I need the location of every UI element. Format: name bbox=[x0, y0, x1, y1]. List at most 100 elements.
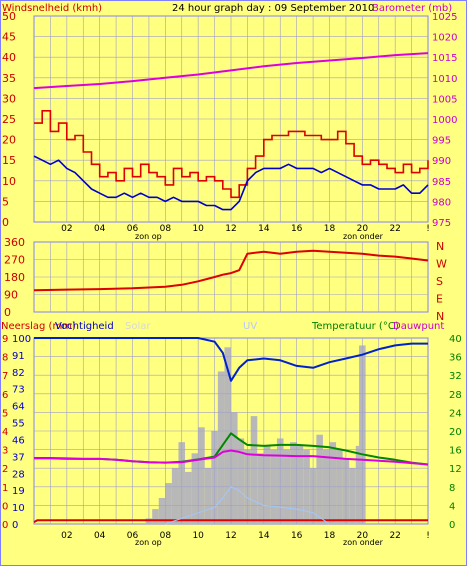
sunrise-label-2: zon op bbox=[135, 538, 162, 547]
panel-direction-grid bbox=[34, 242, 428, 312]
solar-axis-label: Solar bbox=[125, 321, 151, 332]
humidity-tick-label: 82 bbox=[12, 368, 25, 379]
x-tick-label: 20 bbox=[357, 224, 369, 234]
x-tick-label: 10 bbox=[192, 224, 204, 234]
compass-label: N bbox=[436, 240, 444, 253]
dewpoint-line bbox=[34, 449, 429, 466]
y-tick-label: 6 bbox=[2, 390, 8, 401]
humidity-tick-label: 0 bbox=[12, 520, 18, 531]
humidity-y-tick-labels: 0 10 19 28 37 46 55 64 73 82 91 100 bbox=[12, 334, 31, 531]
x-tick-label: ! bbox=[426, 224, 430, 234]
y-tick-label: 8 bbox=[2, 353, 8, 364]
sunrise-label: zon op bbox=[135, 232, 162, 241]
humidity-tick-label: 19 bbox=[12, 486, 25, 497]
y2-tick-label: 975 bbox=[432, 218, 451, 229]
y2-tick-label: 1010 bbox=[432, 74, 457, 85]
solar-bar bbox=[185, 471, 192, 524]
temp-tick-label: 8 bbox=[449, 483, 455, 494]
x-tick-label: 14 bbox=[258, 531, 270, 541]
humidity-tick-label: 91 bbox=[12, 351, 25, 362]
humidity-tick-label: 64 bbox=[12, 402, 25, 413]
y-tick-label: 9 bbox=[2, 334, 8, 345]
humidity-tick-label: 55 bbox=[12, 419, 25, 430]
y-tick-label: 30 bbox=[2, 92, 16, 105]
gust-line bbox=[34, 110, 429, 199]
y2-tick-label: 1000 bbox=[432, 115, 457, 126]
compass-label: S bbox=[436, 275, 443, 288]
direction-line bbox=[33, 249, 429, 292]
y2-tick-label: 1015 bbox=[432, 53, 457, 64]
y-tick-label: 5 bbox=[2, 195, 9, 208]
y-tick-label: 0 bbox=[4, 306, 11, 319]
dewpoint-axis-label: Dauwpunt bbox=[393, 321, 444, 332]
uv-axis-label: UV bbox=[243, 321, 257, 332]
wind-y-tick-labels: 0 5 10 15 20 25 30 35 40 45 50 bbox=[2, 10, 16, 229]
compass-label: N bbox=[436, 310, 444, 323]
y-tick-label: 0 bbox=[2, 520, 8, 531]
humidity-tick-label: 10 bbox=[12, 503, 25, 514]
temperature-axis-label: Temperatuur (°C) bbox=[311, 321, 399, 332]
uv-line bbox=[165, 486, 330, 525]
y-tick-label: 50 bbox=[2, 10, 16, 23]
x-tick-label: ! bbox=[426, 531, 430, 541]
humidity-axis-label: Vochtigheid bbox=[55, 321, 114, 332]
barometer-y-tick-labels: 975 980 985 990 995 1000 1005 1010 1015 1020 1025 bbox=[432, 12, 457, 229]
y-tick-label: 0 bbox=[2, 216, 9, 229]
rain-line bbox=[33, 519, 428, 523]
barometer-line bbox=[33, 52, 429, 90]
x-tick-label: 18 bbox=[324, 224, 336, 234]
y2-tick-label: 980 bbox=[432, 197, 451, 208]
solar-bar bbox=[349, 468, 356, 524]
sunset-label-2: zon onder bbox=[343, 538, 384, 547]
humidity-tick-label: 46 bbox=[12, 435, 25, 446]
x-tick-label: 06 bbox=[127, 224, 139, 234]
sunset-label: zon onder bbox=[343, 232, 384, 241]
x-tick-label: 22 bbox=[389, 224, 400, 234]
solar-bar bbox=[224, 347, 231, 524]
temp-tick-label: 28 bbox=[449, 390, 462, 401]
direction-y-tick-labels: 0 90 180 270 360 bbox=[4, 236, 25, 319]
barometer-axis-label: Barometer (mb) bbox=[372, 3, 452, 14]
temp-tick-label: 40 bbox=[449, 334, 462, 345]
temperature-y-tick-labels: 0 4 8 12 16 20 24 28 32 36 40 bbox=[449, 334, 462, 531]
temp-tick-label: 16 bbox=[449, 446, 462, 457]
x-tick-label: 04 bbox=[94, 224, 106, 234]
solar-bar bbox=[204, 468, 212, 524]
solar-bar bbox=[250, 416, 258, 524]
temp-tick-label: 0 bbox=[449, 520, 455, 531]
x-tick-label: 22 bbox=[389, 531, 400, 541]
wind-series bbox=[33, 52, 429, 211]
rain-axis-label: Neerslag (mm) bbox=[1, 321, 76, 332]
x-tick-label: 16 bbox=[291, 531, 303, 541]
humidity-tick-label: 100 bbox=[12, 334, 31, 345]
y-tick-label: 25 bbox=[2, 113, 16, 126]
solar-bar bbox=[191, 453, 199, 524]
y-tick-label: 20 bbox=[2, 134, 16, 147]
y-tick-label: 360 bbox=[4, 236, 25, 249]
humidity-tick-label: 28 bbox=[12, 469, 25, 480]
x-tick-label: 14 bbox=[258, 224, 270, 234]
humidity-tick-label: 73 bbox=[12, 385, 25, 396]
x-tick-label: 08 bbox=[160, 531, 172, 541]
temperature-series bbox=[33, 337, 429, 525]
temp-tick-label: 20 bbox=[449, 427, 462, 438]
humidity-tick-label: 37 bbox=[12, 452, 25, 463]
temp-tick-label: 4 bbox=[449, 501, 455, 512]
y-tick-label: 2 bbox=[2, 464, 8, 475]
solar-bar bbox=[158, 497, 166, 524]
y2-tick-label: 985 bbox=[432, 177, 451, 188]
y2-tick-label: 990 bbox=[432, 156, 451, 167]
y-tick-label: 40 bbox=[2, 51, 16, 64]
temp-tick-label: 24 bbox=[449, 408, 462, 419]
y2-tick-label: 1020 bbox=[432, 33, 457, 44]
y-tick-label: 4 bbox=[2, 427, 8, 438]
panel-wind-grid bbox=[34, 16, 428, 222]
x-tick-label: 20 bbox=[357, 531, 369, 541]
x-tick-label: 02 bbox=[61, 531, 72, 541]
y2-tick-label: 995 bbox=[432, 136, 451, 147]
temperature-x-tick-labels: 02 04 06 08 10 12 14 16 18 20 22! bbox=[61, 531, 430, 541]
compass-label: W bbox=[436, 258, 447, 271]
y-tick-label: 45 bbox=[2, 31, 16, 44]
